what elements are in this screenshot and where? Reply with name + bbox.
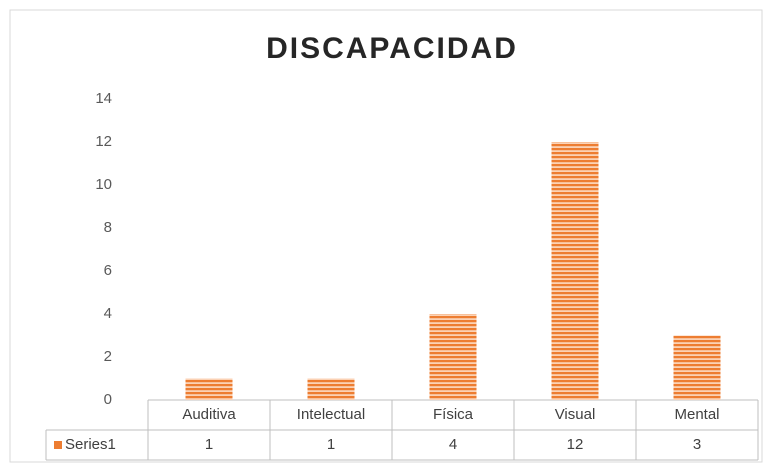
x-tick-label: Intelectual (297, 406, 365, 423)
table-value: 1 (205, 436, 213, 453)
y-tick-label: 2 (104, 348, 112, 365)
bar (429, 314, 477, 400)
legend-key (54, 441, 62, 449)
x-tick-label: Auditiva (182, 406, 236, 423)
y-tick-label: 10 (95, 176, 112, 193)
bar (551, 142, 599, 400)
y-tick-label: 6 (104, 262, 112, 279)
y-tick-label: 0 (104, 391, 112, 408)
table-value: 4 (449, 436, 457, 453)
chart-border (9, 9, 763, 463)
bar (673, 335, 721, 400)
y-tick-label: 8 (104, 219, 112, 236)
bar (307, 378, 355, 400)
table-value: 12 (567, 436, 584, 453)
chart-title: DISCAPACIDAD (266, 32, 518, 65)
y-tick-label: 14 (95, 90, 112, 107)
table-value: 3 (693, 436, 701, 453)
legend-label: Series1 (65, 436, 116, 453)
table-value: 1 (327, 436, 335, 453)
bar (185, 378, 233, 400)
x-tick-label: Física (433, 406, 474, 423)
x-tick-label: Mental (674, 406, 719, 423)
x-tick-label: Visual (555, 406, 596, 423)
y-tick-label: 4 (104, 305, 112, 322)
y-tick-label: 12 (95, 133, 112, 150)
